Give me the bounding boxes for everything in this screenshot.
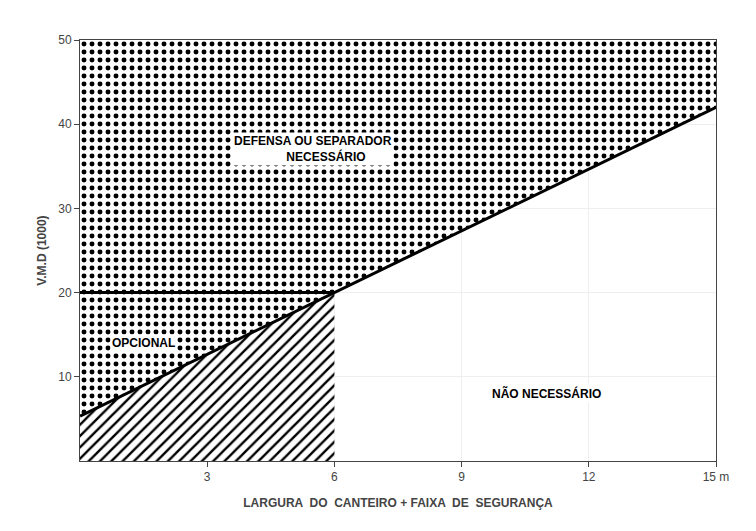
- svg-text:V.M.D (1000): V.M.D (1000): [35, 215, 49, 285]
- svg-text:LARGURA DO CANTEIRO + FAIXA: LARGURA DO CANTEIRO + FAIXA DE SEGURANÇA: [243, 496, 553, 510]
- svg-text:DEFENSA OU SEPARADOR NE: DEFENSA OU SEPARADOR NECESSÁRIO: [234, 134, 392, 164]
- svg-text:10: 10: [58, 370, 72, 384]
- svg-text:NÃO NECESSÁRIO: NÃO NECESSÁRIO: [492, 386, 601, 401]
- svg-text:12: 12: [582, 470, 596, 484]
- svg-text:OPCIONAL: OPCIONAL: [112, 336, 175, 350]
- svg-text:30: 30: [58, 202, 72, 216]
- svg-text:20: 20: [58, 286, 72, 300]
- svg-text:3: 3: [204, 470, 211, 484]
- svg-text:9: 9: [458, 470, 465, 484]
- svg-text:15 m: 15 m: [703, 470, 730, 484]
- svg-text:40: 40: [58, 117, 72, 131]
- svg-text:6: 6: [331, 470, 338, 484]
- svg-text:50: 50: [58, 33, 72, 47]
